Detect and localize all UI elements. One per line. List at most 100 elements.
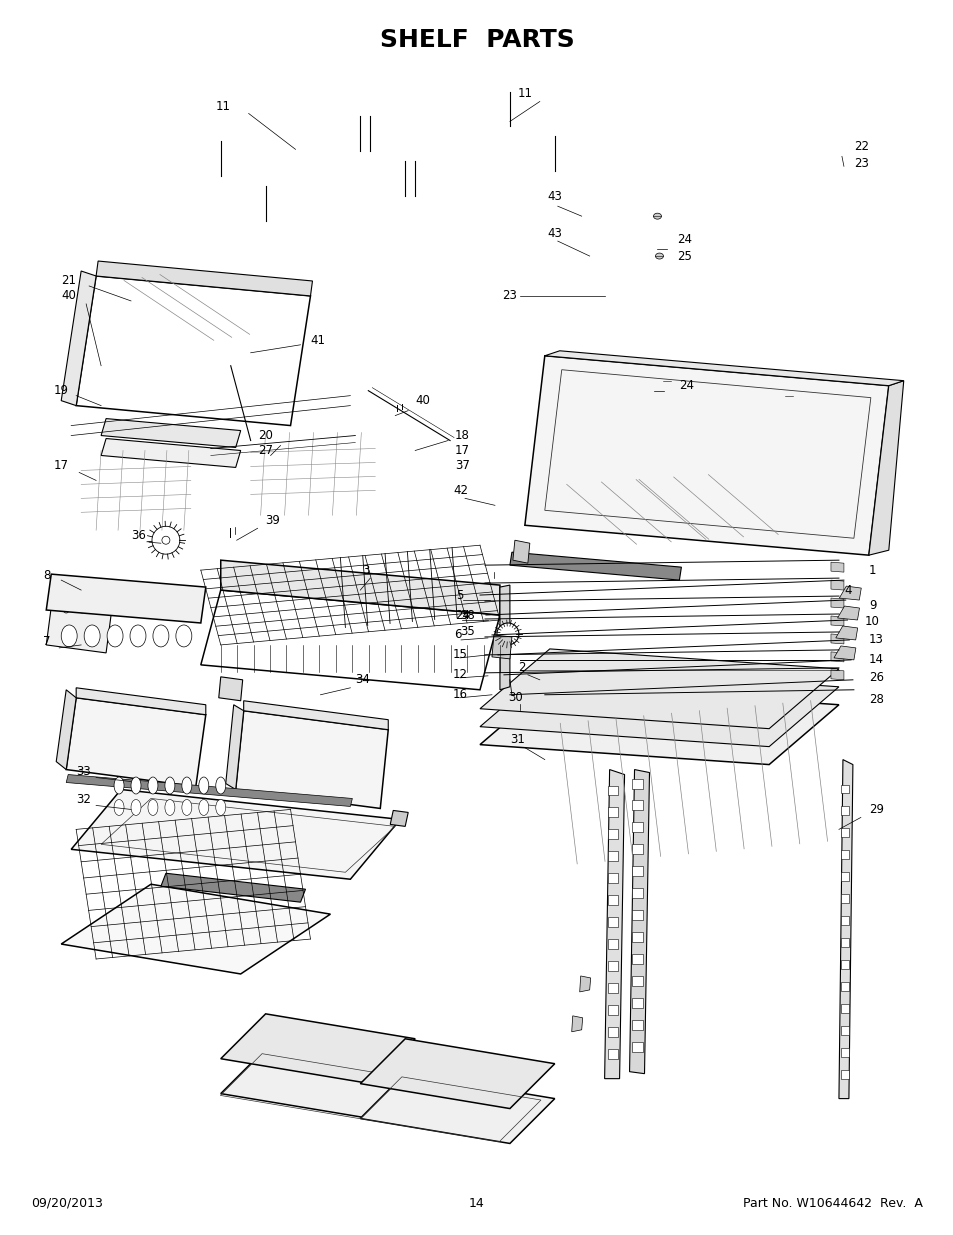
Polygon shape [161,873,305,903]
Polygon shape [607,983,617,993]
Text: 23: 23 [853,157,868,170]
Polygon shape [631,910,641,920]
Polygon shape [220,561,499,615]
Text: 38: 38 [459,609,475,621]
Text: SHELF  PARTS: SHELF PARTS [379,27,574,52]
Text: 17: 17 [53,459,69,472]
Polygon shape [631,845,641,855]
Text: 43: 43 [547,190,562,203]
Polygon shape [840,960,848,969]
Polygon shape [840,872,848,882]
Polygon shape [220,1014,415,1083]
Polygon shape [56,690,76,769]
FancyBboxPatch shape [94,357,126,383]
Text: 28: 28 [868,693,882,706]
Text: 1: 1 [868,563,876,577]
Polygon shape [830,616,843,626]
Polygon shape [479,684,838,764]
Ellipse shape [77,597,87,613]
Polygon shape [840,784,848,793]
Ellipse shape [61,625,77,647]
Text: 33: 33 [76,764,91,778]
Polygon shape [830,598,843,608]
Text: 14: 14 [868,653,882,667]
Ellipse shape [662,378,671,384]
Polygon shape [607,939,617,948]
Ellipse shape [148,799,158,815]
Text: 42: 42 [453,484,468,496]
Polygon shape [837,606,859,620]
Polygon shape [101,419,240,447]
Polygon shape [66,774,352,806]
Text: 13: 13 [868,634,882,646]
Polygon shape [46,574,206,622]
Text: 11: 11 [215,100,231,112]
Polygon shape [840,829,848,837]
Text: 40: 40 [415,394,430,408]
Ellipse shape [182,777,192,794]
Polygon shape [604,769,624,1078]
Ellipse shape [62,597,71,613]
Text: 2: 2 [517,662,525,674]
Ellipse shape [93,597,103,613]
Text: 3: 3 [362,563,370,577]
Polygon shape [492,635,512,659]
Polygon shape [360,1073,555,1144]
Ellipse shape [653,214,660,219]
Text: 24: 24 [455,609,470,621]
Ellipse shape [655,253,662,259]
Polygon shape [631,1042,641,1052]
Text: 22: 22 [853,140,868,153]
Polygon shape [840,1047,848,1057]
Text: 24: 24 [679,379,694,393]
Polygon shape [840,806,848,815]
Ellipse shape [131,799,141,815]
Polygon shape [579,976,590,992]
Text: 12: 12 [453,668,468,682]
Polygon shape [509,552,680,580]
Ellipse shape [497,622,518,645]
Polygon shape [524,356,888,556]
Polygon shape [360,1039,555,1109]
Polygon shape [607,851,617,861]
Text: 17: 17 [455,445,470,457]
Text: 9: 9 [868,599,876,611]
Polygon shape [830,634,843,643]
Polygon shape [840,982,848,990]
Text: 34: 34 [355,673,370,687]
Polygon shape [631,823,641,832]
Ellipse shape [165,799,174,815]
Text: 21: 21 [61,274,76,288]
Text: 37: 37 [455,459,470,472]
Ellipse shape [107,367,113,373]
Text: 41: 41 [310,335,325,347]
Text: 14: 14 [469,1197,484,1210]
Polygon shape [631,998,641,1008]
Polygon shape [571,1016,582,1031]
Polygon shape [71,789,400,879]
Polygon shape [46,608,111,653]
Polygon shape [838,760,852,1099]
Text: 09/20/2013: 09/20/2013 [31,1197,103,1210]
Polygon shape [830,652,843,662]
Polygon shape [840,1004,848,1013]
Polygon shape [840,939,848,947]
Polygon shape [66,698,206,787]
Polygon shape [607,830,617,840]
Text: 16: 16 [453,688,468,701]
Polygon shape [607,785,617,795]
Polygon shape [607,1005,617,1015]
Polygon shape [218,677,242,700]
Polygon shape [631,888,641,898]
Ellipse shape [162,536,170,545]
Polygon shape [840,1070,848,1078]
Polygon shape [220,1049,415,1119]
Polygon shape [226,705,243,789]
Text: 36: 36 [131,529,146,542]
Text: 27: 27 [257,445,273,457]
Ellipse shape [215,799,226,815]
Ellipse shape [215,777,226,794]
Polygon shape [607,1026,617,1036]
Polygon shape [830,669,843,679]
Polygon shape [631,866,641,877]
